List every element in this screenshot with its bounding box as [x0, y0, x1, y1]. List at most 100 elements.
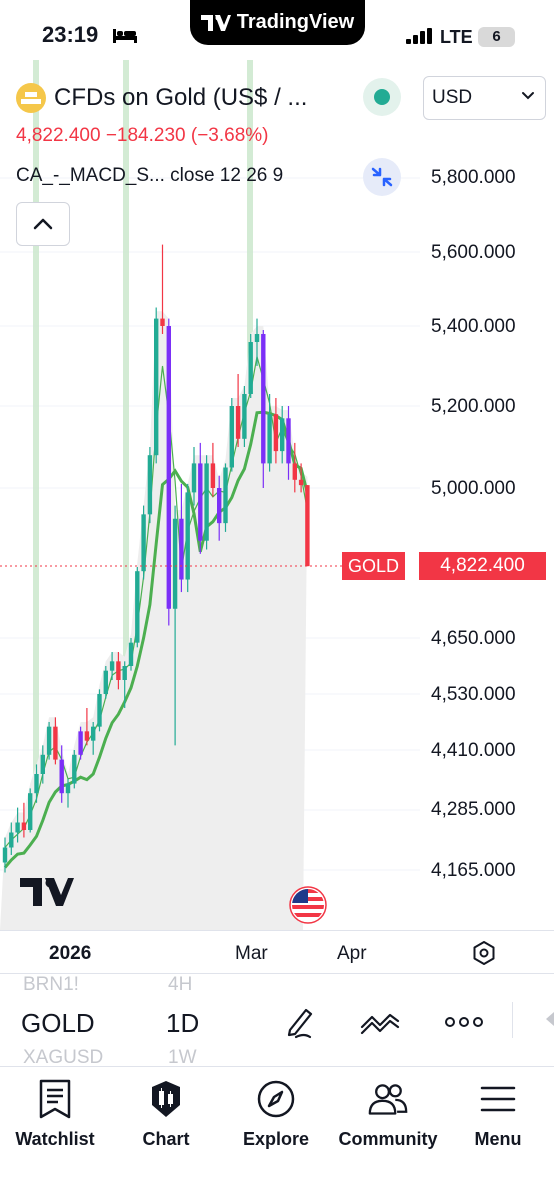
price-change: −184.230	[105, 125, 186, 146]
candle-body	[91, 726, 96, 741]
candle-body	[28, 793, 33, 830]
pen-icon	[287, 1008, 313, 1039]
tradingview-logo-icon	[200, 14, 231, 31]
nav-explore[interactable]: Explore	[221, 1079, 331, 1150]
status-bar: 23:19 TradingView LTE 6	[0, 0, 554, 60]
more-options-button[interactable]	[444, 1002, 484, 1042]
price-axis-label: 5,800.000	[431, 167, 516, 188]
candle-body	[103, 670, 108, 694]
last-price-tag: 4,822.400	[419, 552, 546, 580]
time-axis[interactable]: 2026 Mar Apr	[0, 930, 554, 974]
time-label-month: Apr	[337, 943, 367, 964]
symbol-picker-next[interactable]: XAGUSD	[23, 1047, 104, 1068]
candle-body	[116, 661, 121, 680]
candle-body	[217, 488, 222, 524]
price-change-line: 4,822.400 −184.230 (−3.68%)	[16, 125, 269, 147]
time-label-year: 2026	[49, 943, 92, 964]
status-time: 23:19	[42, 22, 99, 47]
candle-body	[172, 518, 178, 609]
candle-body	[210, 463, 216, 488]
chart-candles-icon	[146, 1079, 186, 1119]
currency-value: USD	[432, 87, 473, 108]
candle-body	[204, 463, 209, 541]
drawing-tool-button[interactable]	[280, 1002, 320, 1042]
candle-body	[72, 754, 77, 784]
us-flag-icon[interactable]	[289, 886, 327, 924]
price-axis-label: 4,165.000	[431, 860, 516, 881]
symbol-title[interactable]: CFDs on Gold (US$ / ...	[54, 84, 308, 111]
chart-area[interactable]: CFDs on Gold (US$ / ... 4,822.400 −184.2…	[0, 60, 554, 930]
indicator-params: close 12 26 9	[170, 165, 284, 186]
tradingview-dynamic-island[interactable]: TradingView	[190, 0, 365, 45]
market-open-status[interactable]	[363, 78, 401, 116]
candle-body	[154, 318, 159, 456]
time-label-month: Mar	[235, 943, 268, 964]
hamburger-menu-icon	[478, 1079, 518, 1119]
candle-body	[223, 467, 228, 524]
candle-body	[298, 479, 304, 486]
indicator-legend[interactable]: CA_-_MACD_S... close 12 26 9	[16, 165, 283, 187]
candle-body	[15, 822, 20, 833]
price-chart[interactable]	[0, 60, 554, 930]
candle-body	[109, 661, 115, 671]
collapse-legend-button[interactable]	[16, 202, 70, 246]
symbol-picker-current[interactable]: GOLD	[21, 1008, 95, 1038]
symbol-price-tag: GOLD	[342, 552, 406, 580]
candle-body	[166, 326, 171, 609]
interval-picker-next[interactable]: 1W	[168, 1047, 197, 1068]
price-axis-label: 4,410.000	[431, 740, 516, 761]
candle-body	[40, 754, 45, 774]
community-people-icon	[368, 1079, 408, 1119]
market-open-dot-icon	[374, 89, 390, 105]
candle-body	[248, 342, 253, 394]
nav-community[interactable]: Community	[333, 1079, 443, 1150]
candle-body	[280, 418, 285, 452]
watchlist-icon	[35, 1079, 75, 1119]
gold-bars-icon	[16, 83, 46, 113]
price-axis-label: 5,000.000	[431, 478, 516, 499]
candle-body	[305, 485, 310, 567]
candle-body	[191, 463, 197, 493]
nav-watchlist[interactable]: Watchlist	[0, 1079, 110, 1150]
currency-select[interactable]: USD	[423, 76, 546, 120]
candle-body	[185, 492, 190, 580]
compare-arrows-button[interactable]	[363, 158, 401, 196]
nav-menu[interactable]: Menu	[443, 1079, 553, 1150]
candle-body	[254, 334, 260, 342]
symbol-picker-prev[interactable]: BRN1!	[23, 974, 79, 995]
price-axis-label: 4,285.000	[431, 799, 516, 820]
nav-label: Watchlist	[15, 1129, 95, 1149]
indicators-button[interactable]	[360, 1002, 400, 1042]
symbol-header[interactable]: CFDs on Gold (US$ / ...	[16, 83, 307, 113]
nav-chart[interactable]: Chart	[111, 1079, 221, 1150]
candle-body	[141, 514, 146, 572]
candle-body	[34, 774, 39, 794]
chart-settings-icon[interactable]	[472, 941, 496, 965]
scroll-left-arrow-icon[interactable]	[544, 1012, 554, 1026]
candle-body	[53, 726, 58, 760]
toolbar-divider	[512, 1002, 513, 1038]
chevron-down-icon	[522, 92, 534, 100]
interval-picker-prev[interactable]: 4H	[168, 974, 193, 995]
battery-indicator: 6	[478, 27, 515, 47]
price-axis-label: 5,600.000	[431, 242, 516, 263]
candle-body	[135, 571, 140, 643]
bottom-navigation: Watchlist Chart Explore	[0, 1066, 554, 1199]
more-dots-icon	[445, 1017, 483, 1027]
candle-body	[273, 414, 279, 452]
price-axis-label: 5,400.000	[431, 316, 516, 337]
compass-icon	[256, 1079, 296, 1119]
candle-body	[97, 694, 102, 727]
candle-body	[267, 414, 272, 464]
candle-body	[21, 822, 27, 830]
app-pill-label: TradingView	[236, 11, 355, 33]
price-axis-label: 4,650.000	[431, 628, 516, 649]
indicator-name[interactable]: CA_-_MACD_S...	[16, 165, 165, 186]
interval-picker-current[interactable]: 1D	[166, 1008, 200, 1038]
candle-body	[78, 731, 83, 755]
nav-label: Community	[338, 1129, 438, 1149]
price-change-percent: (−3.68%)	[190, 125, 269, 146]
ma-slow-line	[3, 410, 309, 869]
candle-body	[9, 832, 14, 848]
session-band	[33, 60, 39, 930]
